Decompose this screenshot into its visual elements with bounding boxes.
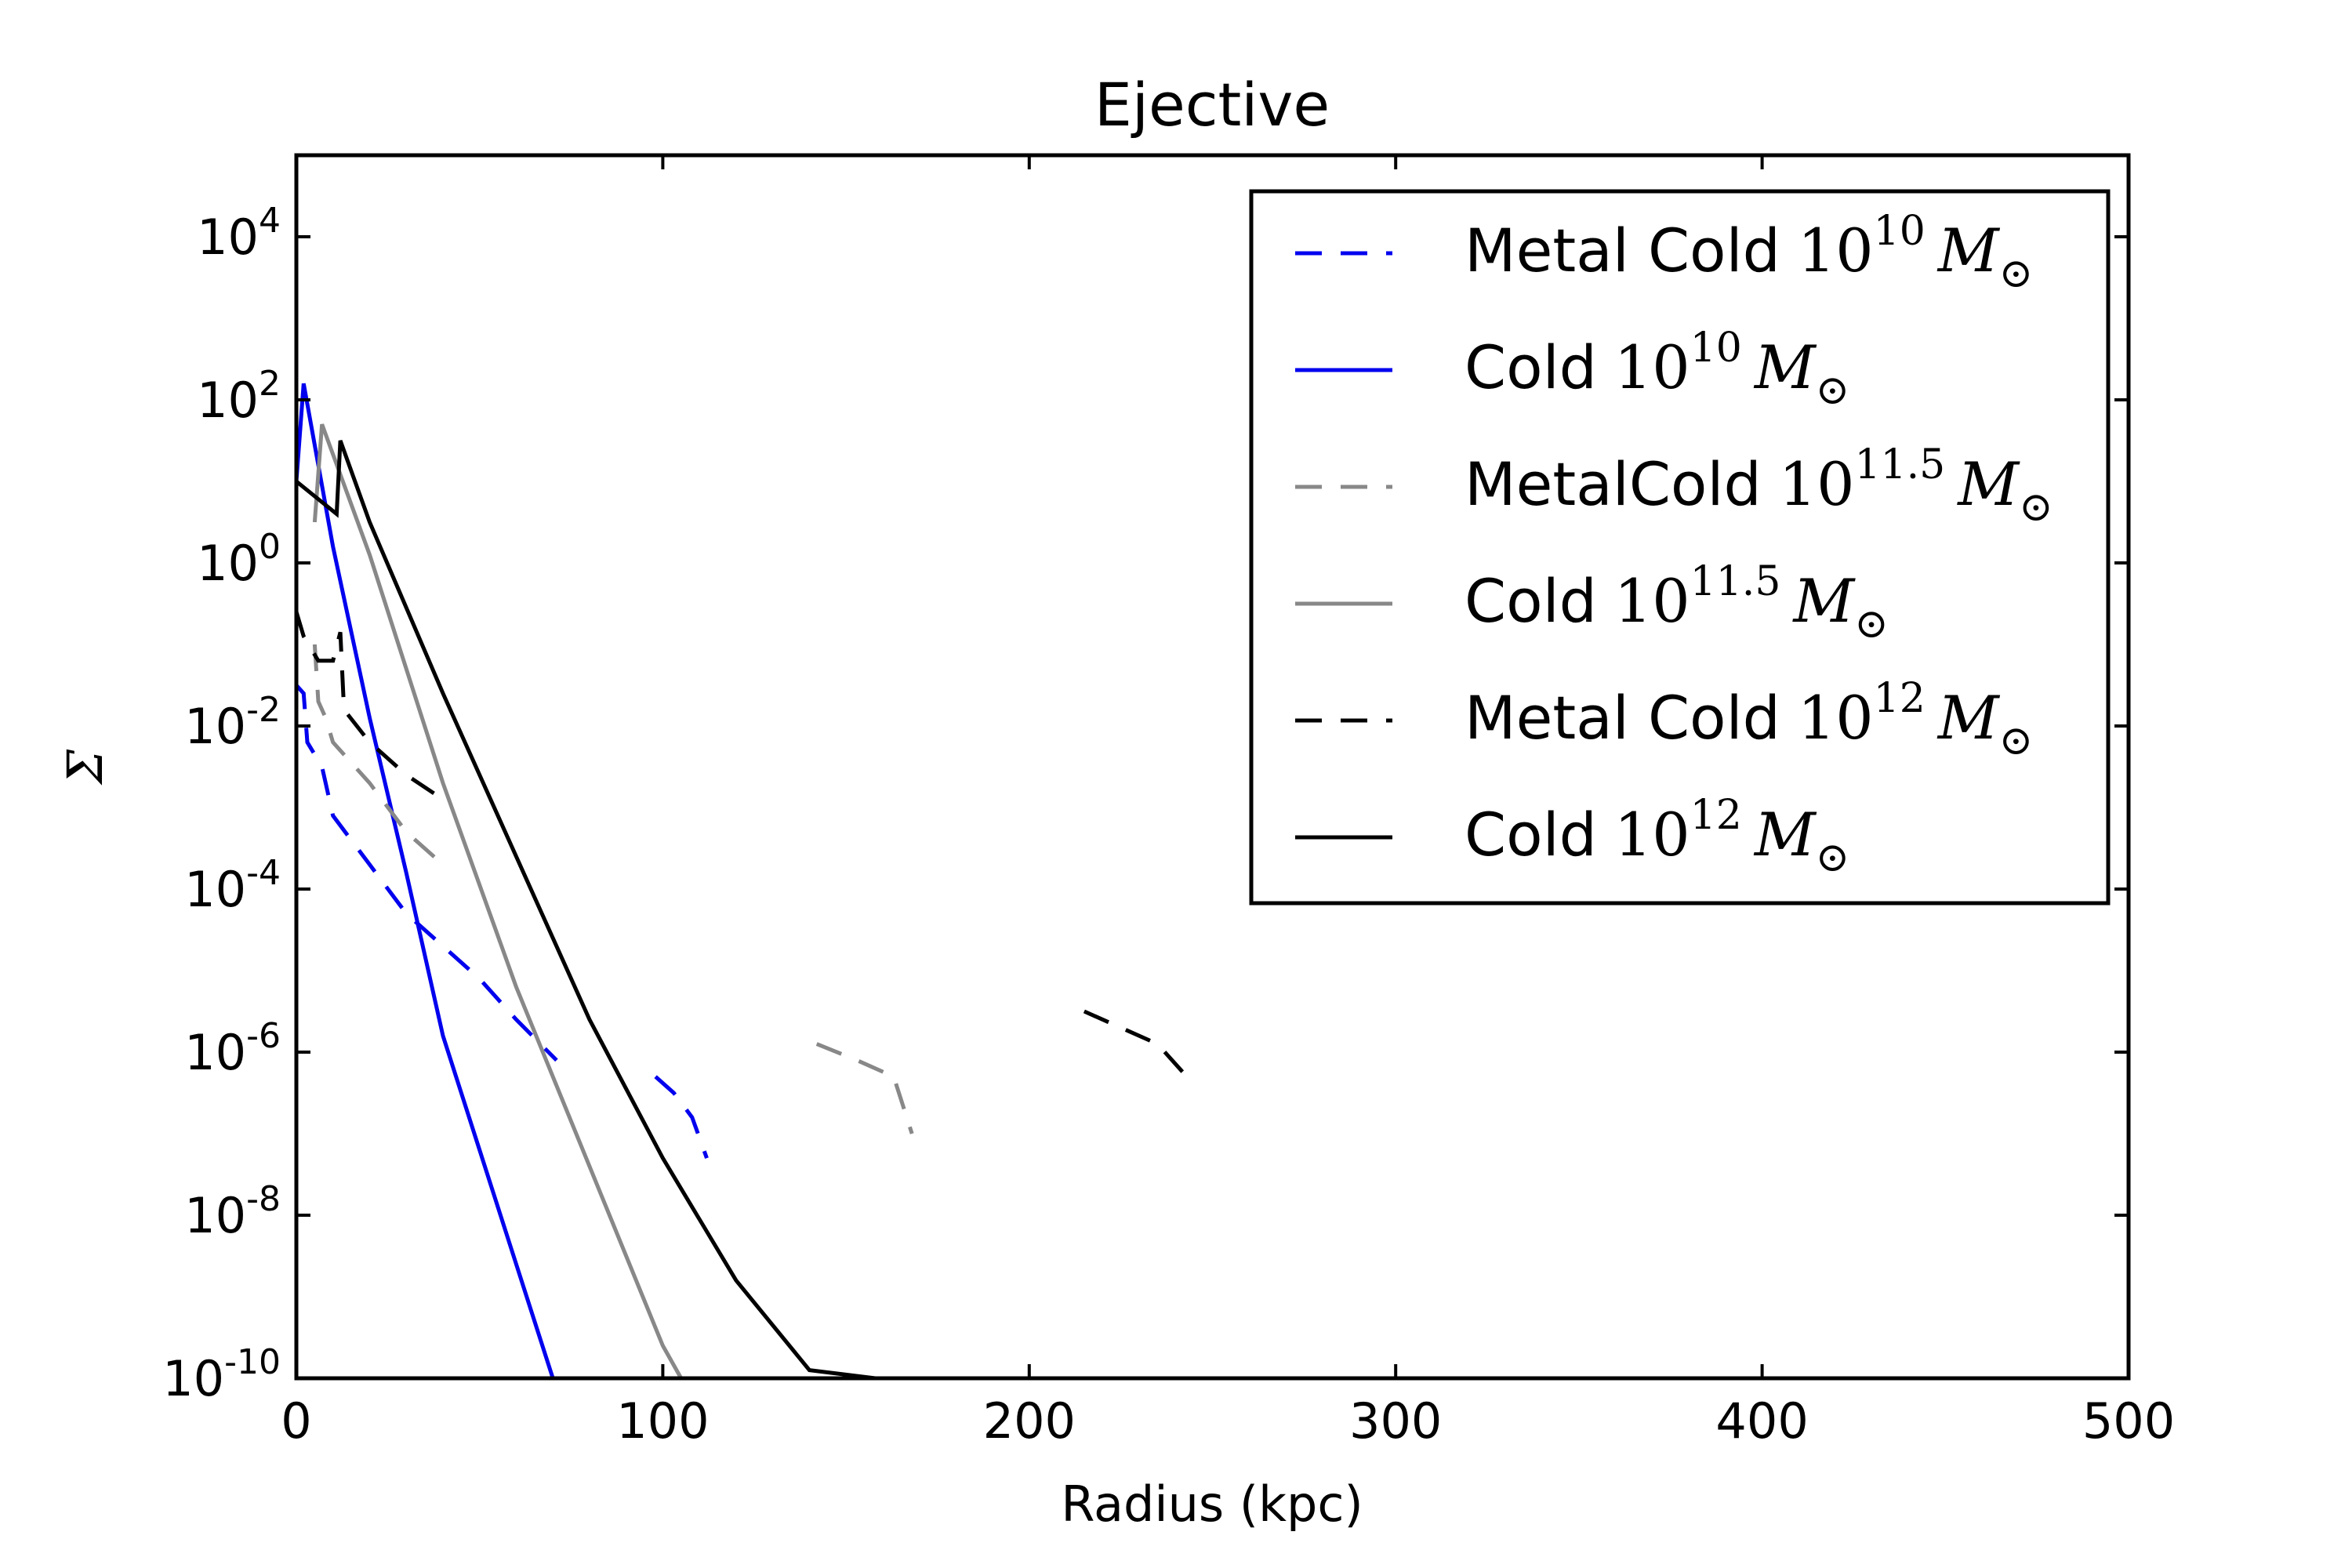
y-tick-label: 10-10	[162, 1342, 281, 1407]
x-tick-label: 100	[616, 1392, 709, 1450]
legend-entry: Cold 1011.5 M⊙	[1465, 558, 1889, 648]
y-tick-label: 10-4	[184, 853, 281, 918]
legend-entry: Metal Cold 1012 M⊙	[1465, 675, 2033, 764]
series-line-3-segment-0	[312, 423, 683, 1380]
legend-entry: Cold 1010 M⊙	[1465, 325, 1849, 414]
series-layer	[294, 383, 1196, 1381]
y-tick-label: 100	[197, 527, 281, 592]
series-line-4-segment-1	[1083, 1009, 1196, 1087]
x-axis-label: Radius (kpc)	[1061, 1475, 1363, 1533]
plot-frame	[294, 153, 2131, 1381]
y-tick-label: 10-2	[184, 690, 281, 755]
y-tick-label: 104	[197, 201, 281, 266]
y-tick-label: 10-6	[184, 1016, 281, 1081]
y-tick-label: 10-8	[184, 1179, 281, 1244]
chart-title: Ejective	[1094, 70, 1330, 140]
series-line-5-segment-0	[295, 440, 876, 1381]
y-axis: 104 102 100 10-2 10-4 10-6 10-8 10-10	[162, 201, 2129, 1407]
legend-entry: Metal Cold 1010 M⊙	[1465, 208, 2033, 297]
legend: Metal Cold 1010 M⊙ Cold 1010 M⊙ MetalCold 1011.…	[1249, 189, 2111, 906]
legend-frame	[1249, 189, 2111, 906]
y-tick-label: 102	[197, 364, 281, 429]
legend-entry: Cold 1012 M⊙	[1465, 792, 1849, 881]
series-line-2-segment-0	[312, 644, 445, 866]
x-tick-label: 200	[983, 1392, 1076, 1450]
x-tick-label: 500	[2082, 1392, 2175, 1450]
series-line-4-segment-0	[294, 611, 445, 801]
series-line-0-segment-0	[295, 684, 558, 1062]
x-tick-label: 300	[1349, 1392, 1442, 1450]
x-tick-label: 400	[1715, 1392, 1808, 1450]
x-tick-label: 0	[281, 1392, 311, 1450]
series-line-1-segment-0	[294, 383, 555, 1379]
series-line-2-segment-1	[815, 1042, 914, 1134]
series-line-0-segment-1	[654, 1075, 709, 1160]
x-axis: 0 100 200 300 400 500	[281, 155, 2175, 1450]
y-axis-label: Σ	[56, 749, 114, 786]
legend-entry: MetalCold 1011.5 M⊙	[1465, 441, 2053, 531]
